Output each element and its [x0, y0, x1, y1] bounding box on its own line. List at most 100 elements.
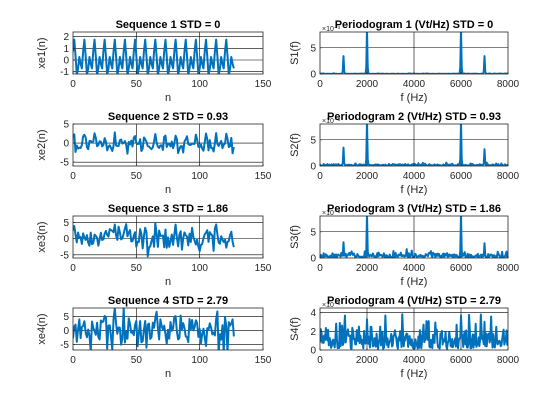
- y-tick-label: 0: [63, 326, 69, 337]
- x-tick-label: 6000: [450, 171, 473, 182]
- x-tick-label: 2000: [356, 171, 379, 182]
- x-axis-label: f (Hz): [401, 368, 428, 380]
- y-axis-label: S4(f): [289, 317, 301, 341]
- subplot-title: Sequence 4 STD = 2.79: [108, 295, 228, 307]
- x-tick-label: 150: [255, 263, 272, 274]
- y-tick-label: 5: [310, 43, 316, 54]
- y-axis-label: xe2(n): [36, 129, 48, 160]
- series-line: [73, 308, 235, 350]
- y-axis-label: xe1(n): [36, 37, 48, 68]
- exponent-label: ×10⁻³: [322, 210, 341, 217]
- y-tick-label: 0: [63, 139, 69, 150]
- x-axis-label: n: [165, 92, 171, 104]
- y-axis-label: S1(f): [289, 41, 301, 65]
- x-axis-label: f (Hz): [401, 276, 428, 288]
- series-line: [73, 221, 235, 258]
- y-tick-label: 4: [310, 308, 316, 319]
- x-tick-label: 0: [70, 171, 76, 182]
- y-tick-label: 0: [310, 254, 316, 265]
- y-tick-label: 2: [63, 32, 69, 43]
- x-axis-label: n: [165, 184, 171, 196]
- subplot-title: Periodogram 2 (Vt/Hz) STD = 0.93: [327, 111, 501, 123]
- x-tick-label: 2000: [356, 263, 379, 274]
- x-tick-label: 0: [317, 79, 323, 90]
- exponent-label: ×10⁻³: [322, 26, 341, 33]
- y-tick-label: -5: [60, 340, 69, 351]
- x-tick-label: 150: [255, 171, 272, 182]
- y-axis-label: S3(f): [289, 225, 301, 249]
- y-axis-label: xe3(n): [36, 221, 48, 252]
- y-tick-label: 0: [63, 234, 69, 245]
- y-tick-label: 5: [63, 312, 69, 323]
- y-tick-label: 5: [310, 227, 316, 238]
- x-tick-label: 0: [317, 171, 323, 182]
- x-tick-label: 150: [255, 79, 272, 90]
- x-tick-label: 0: [317, 355, 323, 366]
- x-tick-label: 50: [131, 355, 143, 366]
- y-tick-label: 5: [310, 135, 316, 146]
- x-tick-label: 6000: [450, 263, 473, 274]
- y-tick-label: 5: [63, 218, 69, 229]
- x-axis-label: f (Hz): [401, 92, 428, 104]
- series-line: [73, 38, 235, 74]
- x-axis-label: n: [165, 276, 171, 288]
- y-tick-label: 0: [310, 70, 316, 81]
- y-tick-label: 0: [310, 346, 316, 357]
- x-tick-label: 100: [191, 171, 208, 182]
- subplot-title: Sequence 2 STD = 0.93: [108, 111, 228, 123]
- axes-box: [72, 307, 264, 351]
- x-tick-label: 6000: [450, 79, 473, 90]
- x-tick-label: 0: [70, 355, 76, 366]
- x-tick-label: 4000: [403, 79, 426, 90]
- x-tick-label: 6000: [450, 355, 473, 366]
- axes-box: [72, 215, 264, 259]
- x-tick-label: 2000: [356, 355, 379, 366]
- x-tick-label: 8000: [497, 263, 520, 274]
- subplot-title: Sequence 3 STD = 1.86: [108, 203, 228, 215]
- x-axis-label: n: [165, 368, 171, 380]
- x-tick-label: 0: [317, 263, 323, 274]
- x-tick-label: 100: [191, 355, 208, 366]
- series-line: [73, 131, 235, 155]
- y-tick-label: 1: [63, 44, 69, 55]
- x-tick-label: 4000: [403, 171, 426, 182]
- x-tick-label: 0: [70, 263, 76, 274]
- x-tick-label: 50: [131, 171, 143, 182]
- y-tick-label: 2: [310, 327, 316, 338]
- x-axis-label: f (Hz): [401, 184, 428, 196]
- x-tick-label: 8000: [497, 79, 520, 90]
- x-tick-label: 4000: [403, 355, 426, 366]
- exponent-label: ×10⁻³: [322, 118, 341, 125]
- y-axis-label: S2(f): [289, 133, 301, 157]
- x-tick-label: 50: [131, 263, 143, 274]
- subplot-title: Sequence 1 STD = 0: [116, 19, 221, 31]
- x-tick-label: 100: [191, 263, 208, 274]
- x-tick-label: 8000: [497, 355, 520, 366]
- axes-box: [72, 31, 264, 75]
- y-axis-label: xe4(n): [36, 313, 48, 344]
- y-tick-label: 0: [310, 162, 316, 173]
- y-tick-label: -1: [60, 67, 69, 78]
- x-tick-label: 2000: [356, 79, 379, 90]
- subplot-title: Periodogram 1 (Vt/Hz) STD = 0: [335, 19, 494, 31]
- axes-box: [72, 123, 264, 167]
- x-tick-label: 8000: [497, 171, 520, 182]
- subplot-title: Periodogram 4 (Vt/Hz) STD = 2.79: [327, 295, 501, 307]
- exponent-label: ×10⁻³: [322, 302, 341, 309]
- x-tick-label: 150: [255, 355, 272, 366]
- subplot-title: Periodogram 3 (Vt/Hz) STD = 1.86: [327, 203, 501, 215]
- y-tick-label: -5: [60, 158, 69, 169]
- y-tick-label: -5: [60, 250, 69, 261]
- x-tick-label: 0: [70, 79, 76, 90]
- x-tick-label: 4000: [403, 263, 426, 274]
- x-tick-label: 100: [191, 79, 208, 90]
- x-tick-label: 50: [131, 79, 143, 90]
